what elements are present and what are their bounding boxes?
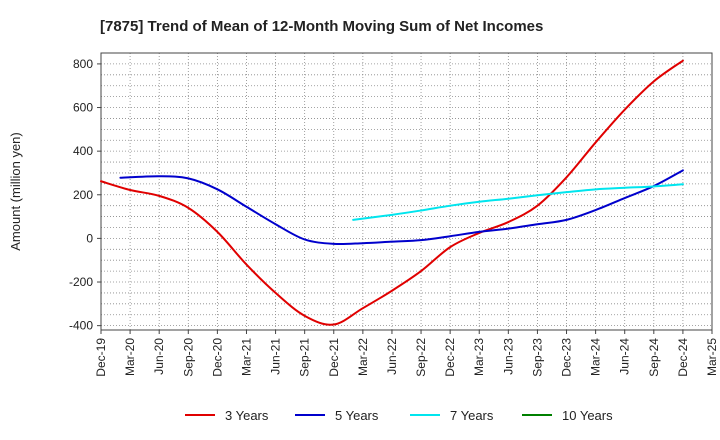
y-tick-label: 0 (86, 231, 93, 245)
y-tick-label: 400 (73, 144, 93, 158)
y-tick-label: -200 (69, 275, 93, 289)
x-tick-label: Sep-21 (298, 338, 312, 377)
x-tick-label: Jun-22 (385, 338, 399, 375)
x-tick-label: Mar-25 (705, 338, 719, 376)
x-tick-label: Jun-23 (501, 338, 515, 375)
x-tick-label: Jun-24 (618, 338, 632, 375)
x-tick-label: Jun-20 (152, 338, 166, 375)
legend-label-7-years: 7 Years (450, 408, 494, 423)
x-tick-label: Mar-21 (239, 338, 253, 376)
legend-label-10-years: 10 Years (562, 408, 613, 423)
x-axis: Dec-19 Mar-20 Jun-20 Sep-20 Dec-20 Mar-21 Jun-… (94, 330, 719, 377)
x-tick-label: Sep-22 (414, 338, 428, 377)
y-tick-label: 200 (73, 188, 93, 202)
x-tick-label: Mar-23 (472, 338, 486, 376)
x-tick-label: Dec-19 (94, 338, 108, 377)
x-tick-label: Dec-21 (327, 338, 341, 377)
y-tick-label: 600 (73, 101, 93, 115)
x-tick-label: Dec-24 (676, 338, 690, 377)
x-tick-label: Jun-21 (269, 338, 283, 375)
series-line-7-years (352, 183, 684, 221)
x-tick-label: Sep-24 (647, 338, 661, 377)
x-tick-label: Mar-24 (589, 338, 603, 376)
grid (100, 52, 713, 330)
x-tick-label: Dec-20 (210, 338, 224, 377)
y-tick-label: 800 (73, 57, 93, 71)
series-line-3-years (100, 59, 684, 326)
y-tick-label: -400 (69, 319, 93, 333)
y-axis: -400 -200 0 200 400 600 800 (69, 57, 101, 333)
series-lines (100, 59, 684, 326)
x-tick-label: Mar-20 (123, 338, 137, 376)
x-tick-label: Sep-23 (530, 338, 544, 377)
legend: 3 Years 5 Years 7 Years 10 Years (185, 408, 613, 423)
plot-area (100, 52, 713, 331)
x-tick-label: Dec-22 (443, 338, 457, 377)
x-tick-label: Sep-20 (181, 338, 195, 377)
legend-label-3-years: 3 Years (225, 408, 269, 423)
x-tick-label: Mar-22 (356, 338, 370, 376)
series-line-5-years (119, 169, 684, 246)
x-tick-label: Dec-23 (560, 338, 574, 377)
legend-label-5-years: 5 Years (335, 408, 379, 423)
y-axis-label: Amount (million yen) (8, 132, 23, 251)
chart-title: [7875] Trend of Mean of 12-Month Moving … (100, 18, 543, 35)
